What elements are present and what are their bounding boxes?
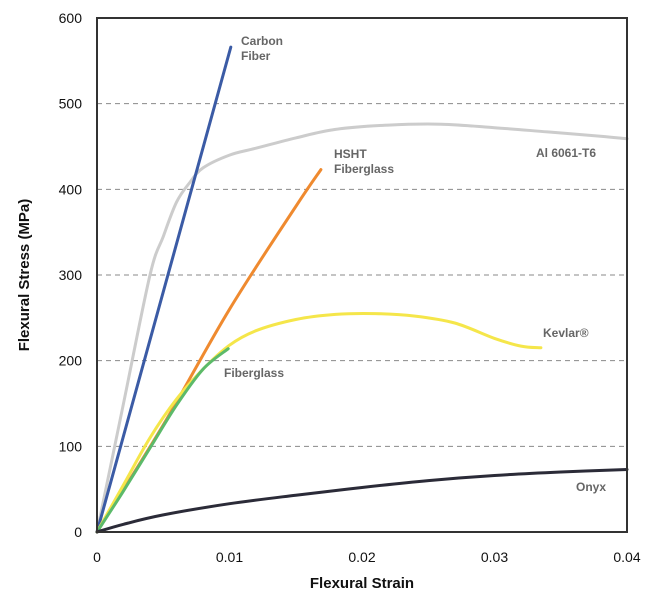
series-line-kevlar (95, 311, 543, 534)
y-tick-label: 400 (59, 181, 83, 197)
series-line-carbon-fiber (95, 45, 233, 534)
y-tick-label: 500 (59, 96, 83, 112)
series-label-kevlar: Kevlar® (543, 326, 589, 340)
y-tick-label: 100 (59, 438, 83, 454)
series-label-line: Kevlar® (543, 326, 589, 340)
plot-frame (96, 17, 628, 533)
x-tick-label: 0.03 (481, 549, 508, 565)
series-label-onyx: Onyx (576, 480, 606, 494)
y-axis-title: Flexural Stress (MPa) (16, 199, 33, 352)
series-label-hsht-fiberglass: HSHT Fiberglass (334, 147, 394, 176)
series-label-line: Carbon (241, 34, 283, 48)
series-label-line: Fiberglass (334, 162, 394, 176)
series-label-al-6061-t6: Al 6061-T6 (536, 146, 596, 160)
series-label-fiberglass: Fiberglass (224, 366, 284, 380)
y-tick-label: 200 (59, 353, 83, 369)
series-line-fiberglass (95, 347, 230, 534)
x-tick-label: 0 (93, 549, 101, 565)
x-tick-label: 0.02 (348, 549, 375, 565)
x-tick-label: 0.01 (216, 549, 243, 565)
grid-lines (97, 103, 627, 447)
tick-labels: 0 100 200 300 400 500 600 0 0.01 0.02 0.03 0.04 (59, 10, 641, 565)
series-label-line: HSHT (334, 147, 367, 161)
series-label-line: Fiber (241, 49, 271, 63)
series-line-onyx (95, 468, 629, 534)
y-tick-label: 600 (59, 10, 83, 26)
series-line-al-6061-t6 (95, 122, 629, 534)
series-label-line: Al 6061-T6 (536, 146, 596, 160)
y-tick-label: 300 (59, 267, 83, 283)
series-label-line: Onyx (576, 480, 606, 494)
y-tick-label: 0 (74, 524, 82, 540)
x-axis-title: Flexural Strain (310, 575, 414, 592)
series-label-line: Fiberglass (224, 366, 284, 380)
series-label-carbon-fiber: Carbon Fiber (241, 34, 283, 63)
x-tick-label: 0.04 (613, 549, 640, 565)
series-lines (95, 45, 629, 534)
